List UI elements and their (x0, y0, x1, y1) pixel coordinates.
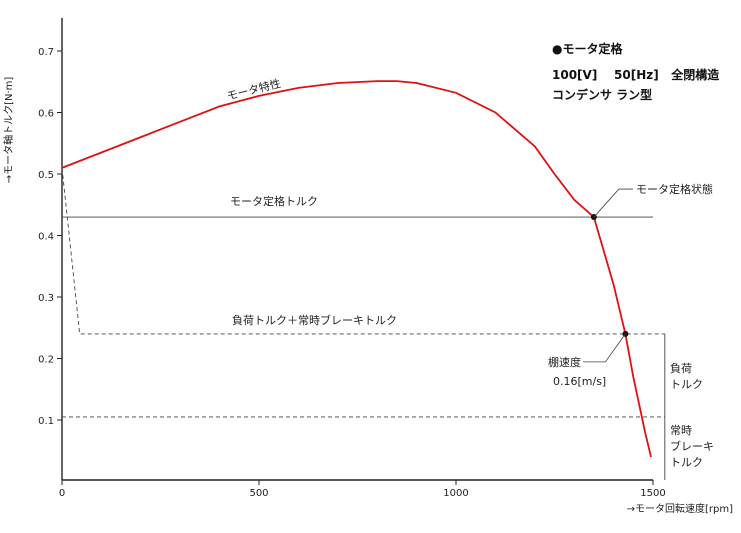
y-tick-label: 0.3 (38, 293, 54, 304)
series-layer (61, 80, 665, 458)
y-tick-label: 0.6 (38, 109, 54, 120)
tick-labels: 0.1 0.2 0.3 0.4 0.5 0.6 0.7 0 500 1000 1500 →モータ回転速… (2, 47, 733, 515)
series-line (61, 167, 665, 335)
load-brake-torque-label: 負荷トルク＋常時ブレーキトルク (232, 313, 397, 327)
x-tick-label: 0 (59, 488, 65, 499)
brake-label-1: 常時 (670, 424, 692, 437)
y-tick-label: 0.1 (38, 416, 54, 427)
shelf-speed-value: 0.16[m/s] (553, 375, 606, 388)
shelf-speed-leader (583, 333, 626, 363)
load-label-2: トルク (670, 378, 703, 391)
y-tick-label: 0.4 (38, 232, 54, 243)
shelf-speed-label: 棚速度 (548, 355, 581, 369)
rated-state-leader (593, 188, 633, 218)
motor-characteristic-label: モータ特性 (225, 76, 282, 103)
motor-rating-spec: 100[V] 50[Hz] 全閉構造 (552, 68, 720, 82)
x-tick-label: 500 (249, 488, 268, 499)
brake-label-3: トルク (670, 456, 703, 469)
series-line (61, 80, 652, 458)
y-tick-label: 0.5 (38, 170, 54, 181)
y-tick-label: 0.2 (38, 355, 54, 366)
y-tick-label: 0.7 (38, 47, 54, 58)
y-axis-title: →モータ軸トルク[N·m] (2, 77, 15, 184)
motor-rating-title: ●モータ定格 (552, 42, 623, 56)
axes (57, 18, 654, 485)
load-label-1: 負荷 (670, 362, 692, 375)
x-tick-label: 1500 (640, 488, 665, 499)
rated-torque-label: モータ定格トルク (230, 194, 318, 208)
motor-rating-type: コンデンサ ラン型 (552, 88, 653, 102)
brake-label-2: ブレーキ (670, 439, 714, 453)
rated-state-label: モータ定格状態 (636, 182, 713, 196)
x-tick-label: 1000 (443, 488, 468, 499)
x-axis-title: →モータ回転速度[rpm] (627, 502, 733, 515)
